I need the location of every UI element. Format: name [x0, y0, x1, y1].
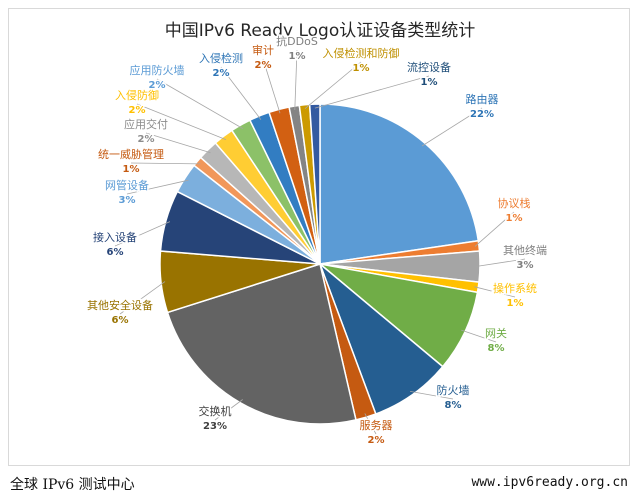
pie-slice-1 — [319, 103, 480, 265]
slice-label-20: 流控设备 — [407, 60, 451, 74]
slice-value-label-20: 1% — [421, 77, 438, 88]
leader-line-19 — [304, 61, 362, 110]
slice-label-4: 操作系统 — [493, 281, 537, 295]
footer-website: www.ipv6ready.org.cn — [471, 475, 628, 490]
leader-line-3 — [475, 258, 526, 267]
slice-value-label-5: 8% — [488, 343, 505, 354]
slice-value-label-18: 1% — [289, 51, 306, 62]
slice-label-8: 交换机 — [199, 404, 232, 418]
slice-label-16: 入侵检测 — [199, 51, 243, 65]
leader-line-4 — [474, 286, 516, 298]
slice-value-label-4: 1% — [507, 298, 524, 309]
slice-value-label-14: 2% — [129, 105, 146, 116]
slice-label-2: 协议栈 — [498, 196, 531, 210]
slice-label-13: 应用交付 — [124, 117, 168, 131]
leader-line-10 — [114, 221, 171, 247]
leader-line-5 — [461, 329, 497, 343]
slice-value-label-11: 3% — [119, 195, 136, 206]
chart-frame: 中国IPv6 Ready Logo认证设备类型统计 路由器 22% 协议栈 1% 其他终… — [8, 8, 630, 466]
slice-label-12: 统一威胁管理 — [98, 147, 164, 161]
slice-label-7: 服务器 — [360, 419, 393, 432]
slice-value-label-13: 2% — [138, 134, 155, 145]
slice-value-label-1: 22% — [470, 109, 494, 120]
slice-label-14: 入侵防御 — [115, 88, 159, 102]
footer-organization: 全球 IPv6 测试中心 — [10, 477, 135, 493]
pie-slice-8 — [166, 263, 357, 425]
leader-line-13 — [145, 132, 211, 154]
slice-label-18: 抗DDoS — [276, 34, 318, 48]
slice-label-5: 网关 — [485, 326, 507, 340]
leader-line-17 — [262, 58, 281, 114]
slice-label-6: 防火墙 — [437, 383, 470, 397]
leader-line-11 — [126, 179, 189, 195]
slice-value-label-3: 3% — [517, 260, 534, 271]
pie-chart: 中国IPv6 Ready Logo认证设备类型统计 路由器 22% 协议栈 1% 其他终… — [86, 21, 549, 448]
slice-value-label-9: 6% — [112, 315, 129, 326]
slice-value-label-15: 2% — [149, 80, 166, 91]
slice-value-label-6: 8% — [445, 400, 462, 411]
slice-value-label-12: 1% — [123, 164, 140, 175]
leader-line-7 — [364, 413, 377, 435]
slice-label-11: 网管设备 — [105, 178, 149, 192]
leader-line-8 — [214, 399, 243, 421]
slice-value-label-2: 1% — [506, 213, 523, 224]
slice-value-label-17: 2% — [255, 60, 272, 71]
slice-label-10: 接入设备 — [93, 230, 137, 244]
leader-line-14 — [136, 103, 227, 140]
slice-label-9: 其他安全设备 — [87, 298, 153, 312]
slice-label-3: 其他终端 — [503, 243, 547, 257]
chart-title: 中国IPv6 Ready Logo认证设备类型统计 — [165, 21, 476, 41]
slice-value-label-10: 6% — [107, 247, 124, 258]
leader-line-16 — [220, 66, 262, 120]
leader-line-15 — [156, 78, 243, 129]
slice-label-15: 应用防火墙 — [130, 63, 185, 77]
slice-value-label-16: 2% — [213, 68, 230, 79]
leader-line-18 — [294, 49, 298, 111]
leader-line-12 — [130, 162, 201, 165]
leader-line-1 — [421, 107, 483, 147]
slice-value-label-19: 1% — [353, 63, 370, 74]
slice-label-19: 入侵检测和防御 — [323, 46, 400, 60]
slice-label-1: 路由器 — [466, 92, 499, 106]
leader-line-6 — [410, 391, 454, 400]
leader-line-2 — [474, 211, 515, 247]
slice-value-label-7: 2% — [368, 435, 385, 446]
slice-label-17: 审计 — [252, 43, 274, 57]
leader-line-20 — [314, 75, 430, 109]
slice-value-label-8: 23% — [203, 421, 227, 432]
leader-line-9 — [119, 281, 166, 315]
